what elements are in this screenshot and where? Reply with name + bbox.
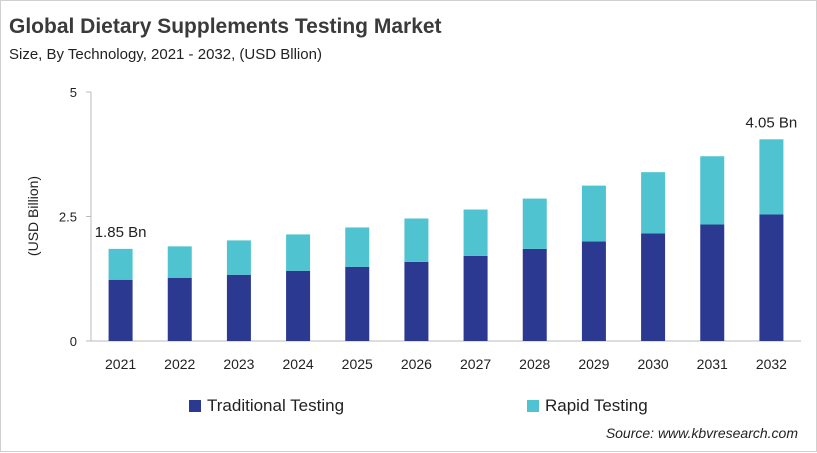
legend-swatch (527, 400, 539, 412)
x-tick-label: 2023 (223, 356, 254, 372)
x-tick-label: 2032 (756, 356, 787, 372)
x-tick-label: 2021 (105, 356, 136, 372)
bar-rapid-2028 (522, 198, 547, 249)
bar-traditional-2029 (581, 241, 606, 341)
bar-rapid-2030 (641, 172, 666, 234)
bar-traditional-2030 (641, 233, 666, 341)
x-tick-label: 2027 (460, 356, 491, 372)
bar-traditional-2022 (167, 277, 192, 341)
legend-label: Rapid Testing (545, 396, 648, 415)
bar-rapid-2031 (700, 156, 725, 225)
bar-traditional-2026 (404, 261, 429, 341)
data-label: 4.05 Bn (746, 114, 798, 131)
bar-rapid-2021 (108, 248, 133, 280)
x-tick-label: 2031 (697, 356, 728, 372)
bar-rapid-2027 (463, 209, 488, 256)
source-note: Source: www.kbvresearch.com (605, 425, 798, 441)
bar-traditional-2027 (463, 255, 488, 341)
x-tick-label: 2022 (164, 356, 195, 372)
bar-rapid-2024 (286, 234, 311, 271)
x-tick-label: 2024 (283, 356, 314, 372)
x-tick-label: 2025 (342, 356, 373, 372)
y-tick-label: 2.5 (59, 210, 77, 225)
bar-traditional-2032 (759, 214, 784, 341)
y-tick-label: 0 (70, 334, 77, 349)
bar-traditional-2023 (226, 274, 251, 341)
bar-traditional-2025 (345, 266, 370, 341)
bar-traditional-2024 (286, 270, 311, 341)
data-label: 1.85 Bn (95, 224, 147, 241)
x-tick-label: 2030 (638, 356, 669, 372)
legend-swatch (189, 400, 201, 412)
chart-subtitle: Size, By Technology, 2021 - 2032, (USD B… (9, 46, 322, 63)
legend-label: Traditional Testing (207, 396, 345, 415)
x-tick-label: 2026 (401, 356, 432, 372)
x-tick-label: 2028 (519, 356, 550, 372)
bar-rapid-2026 (404, 218, 429, 262)
legend-item-rapid: Rapid Testing (527, 396, 648, 416)
bar-rapid-2025 (345, 227, 370, 267)
bar-traditional-2028 (522, 248, 547, 341)
x-tick-label: 2029 (578, 356, 609, 372)
y-tick-label: 5 (70, 85, 77, 100)
bar-rapid-2032 (759, 139, 784, 215)
bar-rapid-2022 (167, 246, 192, 278)
y-axis-label: (USD Billion) (25, 176, 41, 256)
chart-title: Global Dietary Supplements Testing Marke… (9, 15, 442, 38)
bar-traditional-2021 (108, 279, 133, 341)
bar-traditional-2031 (700, 224, 725, 341)
legend-item-traditional: Traditional Testing (189, 396, 344, 416)
bar-rapid-2023 (226, 240, 251, 275)
bar-rapid-2029 (581, 185, 606, 242)
